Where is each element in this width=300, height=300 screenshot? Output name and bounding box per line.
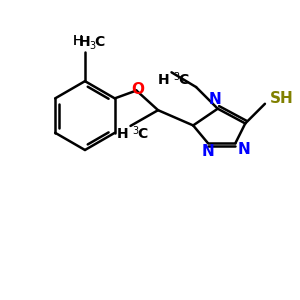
Text: 3: 3 xyxy=(133,126,139,136)
Text: N: N xyxy=(208,92,221,107)
Text: H: H xyxy=(73,34,83,48)
Text: H: H xyxy=(158,73,170,87)
Text: N: N xyxy=(202,145,214,160)
Text: H: H xyxy=(79,35,91,49)
Text: 3: 3 xyxy=(89,41,95,51)
Text: C: C xyxy=(178,73,189,87)
Text: SH: SH xyxy=(270,92,294,106)
Text: 3: 3 xyxy=(173,72,180,82)
Text: C: C xyxy=(137,127,148,141)
Text: H: H xyxy=(73,34,83,48)
Text: N: N xyxy=(238,142,251,158)
Text: H: H xyxy=(117,127,128,141)
Text: C: C xyxy=(94,35,104,49)
Text: O: O xyxy=(131,82,144,97)
